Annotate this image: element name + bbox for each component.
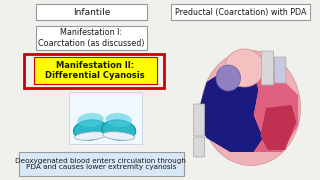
Text: Preductal (Coarctation) with PDA: Preductal (Coarctation) with PDA	[175, 8, 306, 17]
Ellipse shape	[225, 49, 264, 87]
FancyBboxPatch shape	[36, 4, 147, 20]
Text: Manifestation I:
Coarctation (as discussed): Manifestation I: Coarctation (as discuss…	[38, 28, 145, 48]
Ellipse shape	[103, 132, 135, 140]
FancyBboxPatch shape	[36, 26, 147, 50]
Ellipse shape	[216, 65, 241, 91]
FancyBboxPatch shape	[19, 152, 184, 176]
Polygon shape	[197, 70, 263, 152]
Ellipse shape	[77, 113, 104, 127]
Ellipse shape	[201, 51, 300, 165]
FancyBboxPatch shape	[275, 57, 286, 83]
FancyBboxPatch shape	[69, 92, 142, 144]
Text: Deoxygenated blood enters circulation through
PDA and causes lower extremity cya: Deoxygenated blood enters circulation th…	[15, 158, 186, 170]
Ellipse shape	[75, 132, 107, 140]
Ellipse shape	[106, 113, 132, 127]
Polygon shape	[254, 72, 298, 152]
FancyBboxPatch shape	[261, 51, 274, 85]
Polygon shape	[260, 105, 296, 150]
FancyBboxPatch shape	[171, 4, 310, 20]
FancyBboxPatch shape	[193, 137, 205, 157]
Text: Infantile: Infantile	[73, 8, 110, 17]
Ellipse shape	[102, 120, 136, 140]
Text: Manifestation II:
Differential Cyanosis: Manifestation II: Differential Cyanosis	[45, 61, 145, 80]
FancyBboxPatch shape	[193, 104, 205, 136]
Ellipse shape	[74, 120, 108, 140]
FancyBboxPatch shape	[34, 57, 156, 84]
